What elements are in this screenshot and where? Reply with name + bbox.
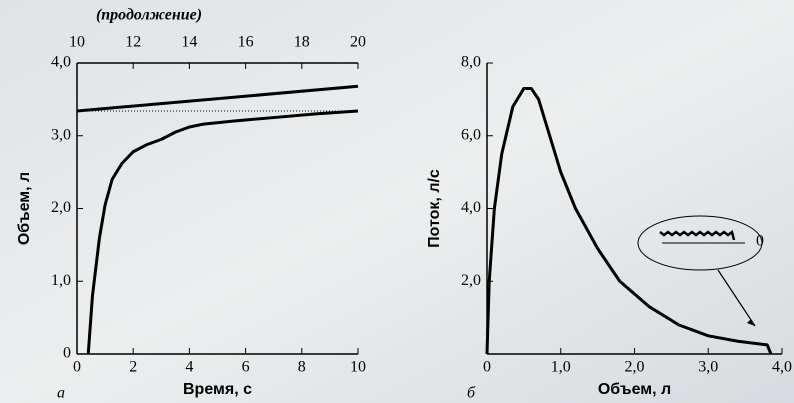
x-tick-label: 0 — [73, 359, 81, 376]
panel-label: а — [57, 385, 65, 402]
x-tick-label: 6 — [242, 359, 250, 376]
x2-tick-label: 16 — [238, 34, 254, 51]
y-tick-label: 1,0 — [51, 272, 71, 289]
x-tick-label: 10 — [350, 359, 366, 376]
y-axis-title: Объем, л — [16, 172, 33, 245]
callout-ellipse — [637, 215, 763, 271]
x2-tick-label: 20 — [350, 34, 366, 51]
x-tick-label: 2 — [129, 359, 137, 376]
data-line — [86, 109, 359, 355]
x2-tick-label: 14 — [181, 34, 197, 51]
x-tick-label: 2,0 — [625, 359, 645, 376]
x2-tick-label: 10 — [69, 34, 85, 51]
callout-arrow — [717, 269, 756, 327]
y-tick-label: 0 — [63, 345, 71, 362]
data-line — [485, 86, 773, 355]
x-tick-label: 0 — [483, 359, 491, 376]
y-tick-label: 6,0 — [461, 126, 481, 143]
annotation: 0 — [756, 233, 764, 250]
arrow-head — [747, 319, 755, 326]
y-tick-label: 2,0 — [51, 199, 71, 216]
y-tick-label: 4,0 — [461, 199, 481, 216]
panel-label: б — [467, 385, 476, 402]
y-tick-label: 3,0 — [51, 126, 71, 143]
x-axis-title: Время, с — [183, 381, 252, 398]
y-tick-label: 2,0 — [461, 272, 481, 289]
x-tick-label: 1,0 — [551, 359, 571, 376]
data-line — [76, 84, 359, 113]
x2-tick-label: 12 — [125, 34, 141, 51]
x-tick-label: 4 — [185, 359, 193, 376]
x-tick-label: 3,0 — [698, 359, 718, 376]
y-tick-label: 8,0 — [461, 54, 481, 71]
y-tick-label: 4,0 — [51, 54, 71, 71]
y-axis-title: Поток, л/с — [426, 169, 443, 248]
x-tick-label: 4,0 — [772, 359, 792, 376]
x-axis-title: Объем, л — [598, 381, 671, 398]
x2-tick-label: 18 — [294, 34, 310, 51]
x-tick-label: 8 — [298, 359, 306, 376]
callout-squiggle — [659, 229, 736, 241]
x2-axis-title: (продолжение) — [96, 7, 202, 24]
